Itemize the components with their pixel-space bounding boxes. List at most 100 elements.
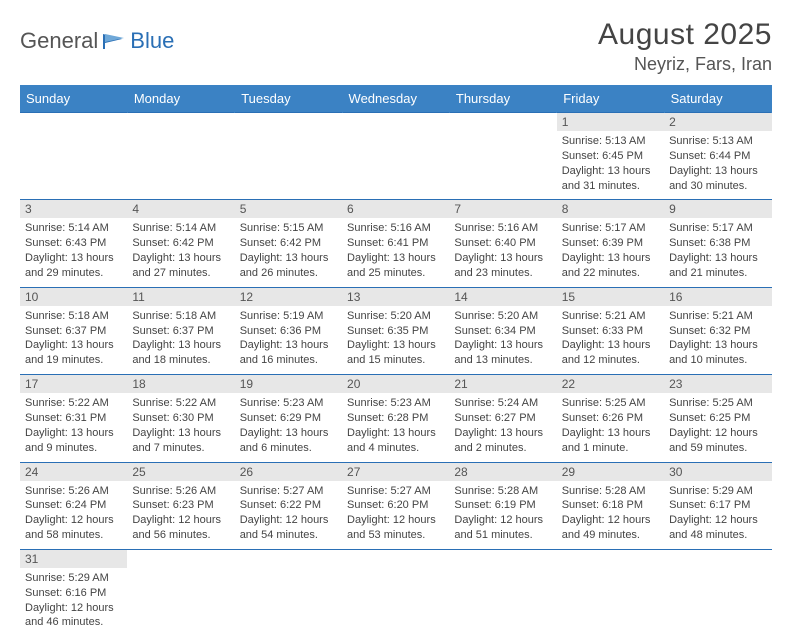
month-title: August 2025 (598, 18, 772, 52)
day-content-cell (557, 568, 664, 636)
logo-text-general: General (20, 28, 98, 54)
day-content-cell: Sunrise: 5:20 AMSunset: 6:34 PMDaylight:… (449, 306, 556, 375)
day-number-cell: 13 (342, 287, 449, 306)
weekday-header: Sunday (20, 85, 127, 113)
content-row: Sunrise: 5:14 AMSunset: 6:43 PMDaylight:… (20, 218, 772, 287)
header: General Blue August 2025 Neyriz, Fars, I… (20, 18, 772, 75)
day-number-cell: 6 (342, 200, 449, 219)
day-content-cell (449, 568, 556, 636)
day-number-cell: 24 (20, 462, 127, 481)
day-content-cell: Sunrise: 5:29 AMSunset: 6:17 PMDaylight:… (664, 481, 771, 550)
weekday-header: Monday (127, 85, 234, 113)
day-number-cell (664, 549, 771, 568)
day-number-cell (557, 549, 664, 568)
content-row: Sunrise: 5:13 AMSunset: 6:45 PMDaylight:… (20, 131, 772, 200)
weekday-header: Tuesday (235, 85, 342, 113)
day-number-cell: 1 (557, 113, 664, 132)
day-content-cell: Sunrise: 5:23 AMSunset: 6:28 PMDaylight:… (342, 393, 449, 462)
title-block: August 2025 Neyriz, Fars, Iran (598, 18, 772, 75)
day-number-cell: 27 (342, 462, 449, 481)
daynum-row: 12 (20, 113, 772, 132)
day-number-cell: 19 (235, 375, 342, 394)
day-content-cell: Sunrise: 5:25 AMSunset: 6:25 PMDaylight:… (664, 393, 771, 462)
day-content-cell: Sunrise: 5:18 AMSunset: 6:37 PMDaylight:… (127, 306, 234, 375)
day-content-cell: Sunrise: 5:28 AMSunset: 6:19 PMDaylight:… (449, 481, 556, 550)
day-number-cell (449, 113, 556, 132)
day-content-cell: Sunrise: 5:27 AMSunset: 6:20 PMDaylight:… (342, 481, 449, 550)
logo: General Blue (20, 18, 174, 54)
day-number-cell (235, 549, 342, 568)
day-number-cell: 31 (20, 549, 127, 568)
day-content-cell: Sunrise: 5:22 AMSunset: 6:30 PMDaylight:… (127, 393, 234, 462)
day-number-cell: 4 (127, 200, 234, 219)
day-content-cell: Sunrise: 5:28 AMSunset: 6:18 PMDaylight:… (557, 481, 664, 550)
flag-icon (102, 32, 128, 50)
day-content-cell: Sunrise: 5:21 AMSunset: 6:32 PMDaylight:… (664, 306, 771, 375)
day-number-cell: 25 (127, 462, 234, 481)
day-content-cell: Sunrise: 5:24 AMSunset: 6:27 PMDaylight:… (449, 393, 556, 462)
day-content-cell (20, 131, 127, 200)
day-content-cell: Sunrise: 5:27 AMSunset: 6:22 PMDaylight:… (235, 481, 342, 550)
content-row: Sunrise: 5:29 AMSunset: 6:16 PMDaylight:… (20, 568, 772, 636)
day-content-cell (664, 568, 771, 636)
day-number-cell: 21 (449, 375, 556, 394)
day-content-cell (235, 568, 342, 636)
day-number-cell: 22 (557, 375, 664, 394)
day-number-cell: 28 (449, 462, 556, 481)
day-number-cell (127, 549, 234, 568)
location: Neyriz, Fars, Iran (598, 54, 772, 75)
calendar-table: SundayMondayTuesdayWednesdayThursdayFrid… (20, 85, 772, 636)
weekday-header: Thursday (449, 85, 556, 113)
daynum-row: 24252627282930 (20, 462, 772, 481)
day-number-cell: 11 (127, 287, 234, 306)
day-content-cell: Sunrise: 5:13 AMSunset: 6:45 PMDaylight:… (557, 131, 664, 200)
content-row: Sunrise: 5:18 AMSunset: 6:37 PMDaylight:… (20, 306, 772, 375)
day-number-cell (449, 549, 556, 568)
day-content-cell: Sunrise: 5:16 AMSunset: 6:40 PMDaylight:… (449, 218, 556, 287)
day-content-cell (235, 131, 342, 200)
day-number-cell: 9 (664, 200, 771, 219)
day-content-cell: Sunrise: 5:13 AMSunset: 6:44 PMDaylight:… (664, 131, 771, 200)
weekday-header-row: SundayMondayTuesdayWednesdayThursdayFrid… (20, 85, 772, 113)
day-content-cell: Sunrise: 5:26 AMSunset: 6:24 PMDaylight:… (20, 481, 127, 550)
daynum-row: 3456789 (20, 200, 772, 219)
day-content-cell: Sunrise: 5:29 AMSunset: 6:16 PMDaylight:… (20, 568, 127, 636)
daynum-row: 31 (20, 549, 772, 568)
day-content-cell: Sunrise: 5:17 AMSunset: 6:38 PMDaylight:… (664, 218, 771, 287)
content-row: Sunrise: 5:26 AMSunset: 6:24 PMDaylight:… (20, 481, 772, 550)
day-content-cell: Sunrise: 5:14 AMSunset: 6:42 PMDaylight:… (127, 218, 234, 287)
daynum-row: 17181920212223 (20, 375, 772, 394)
day-content-cell: Sunrise: 5:20 AMSunset: 6:35 PMDaylight:… (342, 306, 449, 375)
day-number-cell: 18 (127, 375, 234, 394)
calendar-body: 12Sunrise: 5:13 AMSunset: 6:45 PMDayligh… (20, 113, 772, 636)
day-number-cell: 23 (664, 375, 771, 394)
logo-text-blue: Blue (130, 28, 174, 54)
day-content-cell: Sunrise: 5:18 AMSunset: 6:37 PMDaylight:… (20, 306, 127, 375)
day-number-cell: 12 (235, 287, 342, 306)
day-number-cell (127, 113, 234, 132)
day-number-cell: 15 (557, 287, 664, 306)
day-number-cell: 17 (20, 375, 127, 394)
day-content-cell: Sunrise: 5:17 AMSunset: 6:39 PMDaylight:… (557, 218, 664, 287)
weekday-header: Wednesday (342, 85, 449, 113)
day-number-cell: 3 (20, 200, 127, 219)
day-number-cell: 14 (449, 287, 556, 306)
day-number-cell: 10 (20, 287, 127, 306)
day-number-cell: 20 (342, 375, 449, 394)
day-number-cell (20, 113, 127, 132)
weekday-header: Saturday (664, 85, 771, 113)
day-number-cell (342, 549, 449, 568)
day-number-cell: 5 (235, 200, 342, 219)
day-content-cell: Sunrise: 5:25 AMSunset: 6:26 PMDaylight:… (557, 393, 664, 462)
day-number-cell: 2 (664, 113, 771, 132)
day-content-cell: Sunrise: 5:26 AMSunset: 6:23 PMDaylight:… (127, 481, 234, 550)
day-number-cell: 29 (557, 462, 664, 481)
day-number-cell: 26 (235, 462, 342, 481)
day-number-cell: 30 (664, 462, 771, 481)
weekday-header: Friday (557, 85, 664, 113)
day-content-cell: Sunrise: 5:21 AMSunset: 6:33 PMDaylight:… (557, 306, 664, 375)
day-number-cell: 7 (449, 200, 556, 219)
day-content-cell (449, 131, 556, 200)
day-content-cell: Sunrise: 5:22 AMSunset: 6:31 PMDaylight:… (20, 393, 127, 462)
content-row: Sunrise: 5:22 AMSunset: 6:31 PMDaylight:… (20, 393, 772, 462)
